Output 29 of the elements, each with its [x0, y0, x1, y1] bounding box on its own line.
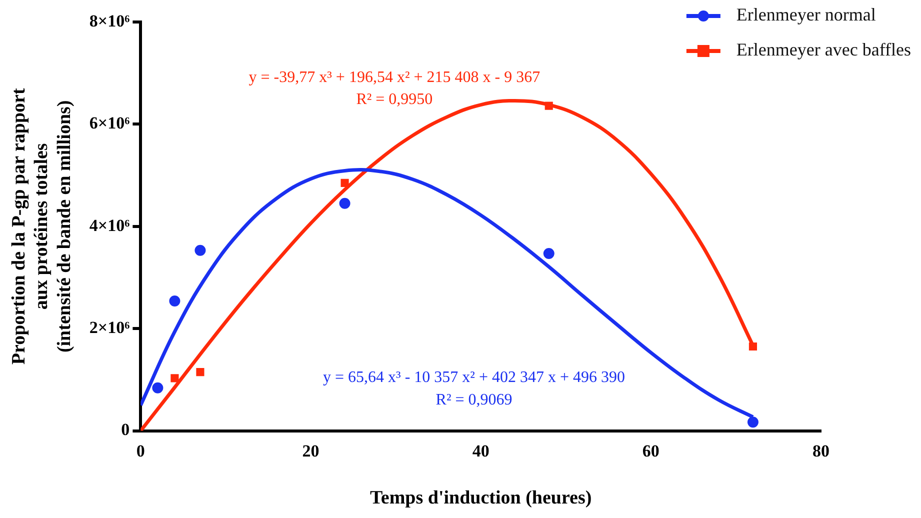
legend-label: Erlenmeyer normal — [736, 4, 876, 25]
point — [194, 244, 206, 256]
point — [169, 296, 180, 307]
x-tick-label: 60 — [642, 441, 660, 460]
point — [152, 382, 164, 394]
point — [543, 248, 554, 259]
x-tick-label: 20 — [302, 441, 320, 460]
point — [339, 198, 350, 209]
point — [544, 102, 553, 110]
x-tick-label: 40 — [472, 441, 490, 460]
annotation: R² = 0,9950 — [356, 90, 433, 108]
x-tick-label: 80 — [812, 441, 830, 460]
annotation: R² = 0,9069 — [436, 391, 512, 408]
point — [340, 178, 349, 187]
y-tick-label: 0 — [121, 420, 130, 440]
legend-label: Erlenmeyer avec baffles — [736, 40, 912, 60]
annotation: y = 65,64 x³ - 10 357 x² + 402 347 x + 496 390 — [323, 368, 626, 386]
y-tick-label: 2×10⁶ — [89, 318, 130, 337]
point — [747, 416, 758, 428]
point — [170, 374, 179, 382]
point — [196, 368, 204, 376]
y-axis-title: Proportion de la P-gp par rapport aux protéines totales (intensité de bande en millions) — [8, 88, 75, 365]
annotation: y = -39,77 x³ + 196,54 x² + 215 408 x - 9 367 — [248, 68, 540, 86]
x-axis-title: Temps d'induction (heures) — [370, 488, 592, 509]
x-tick-label: 0 — [136, 441, 145, 460]
y-tick-label: 8×10⁶ — [89, 11, 130, 30]
point — [748, 342, 758, 351]
y-tick-label: 4×10⁶ — [89, 216, 130, 235]
y-tick-label: 6×10⁶ — [89, 114, 130, 133]
